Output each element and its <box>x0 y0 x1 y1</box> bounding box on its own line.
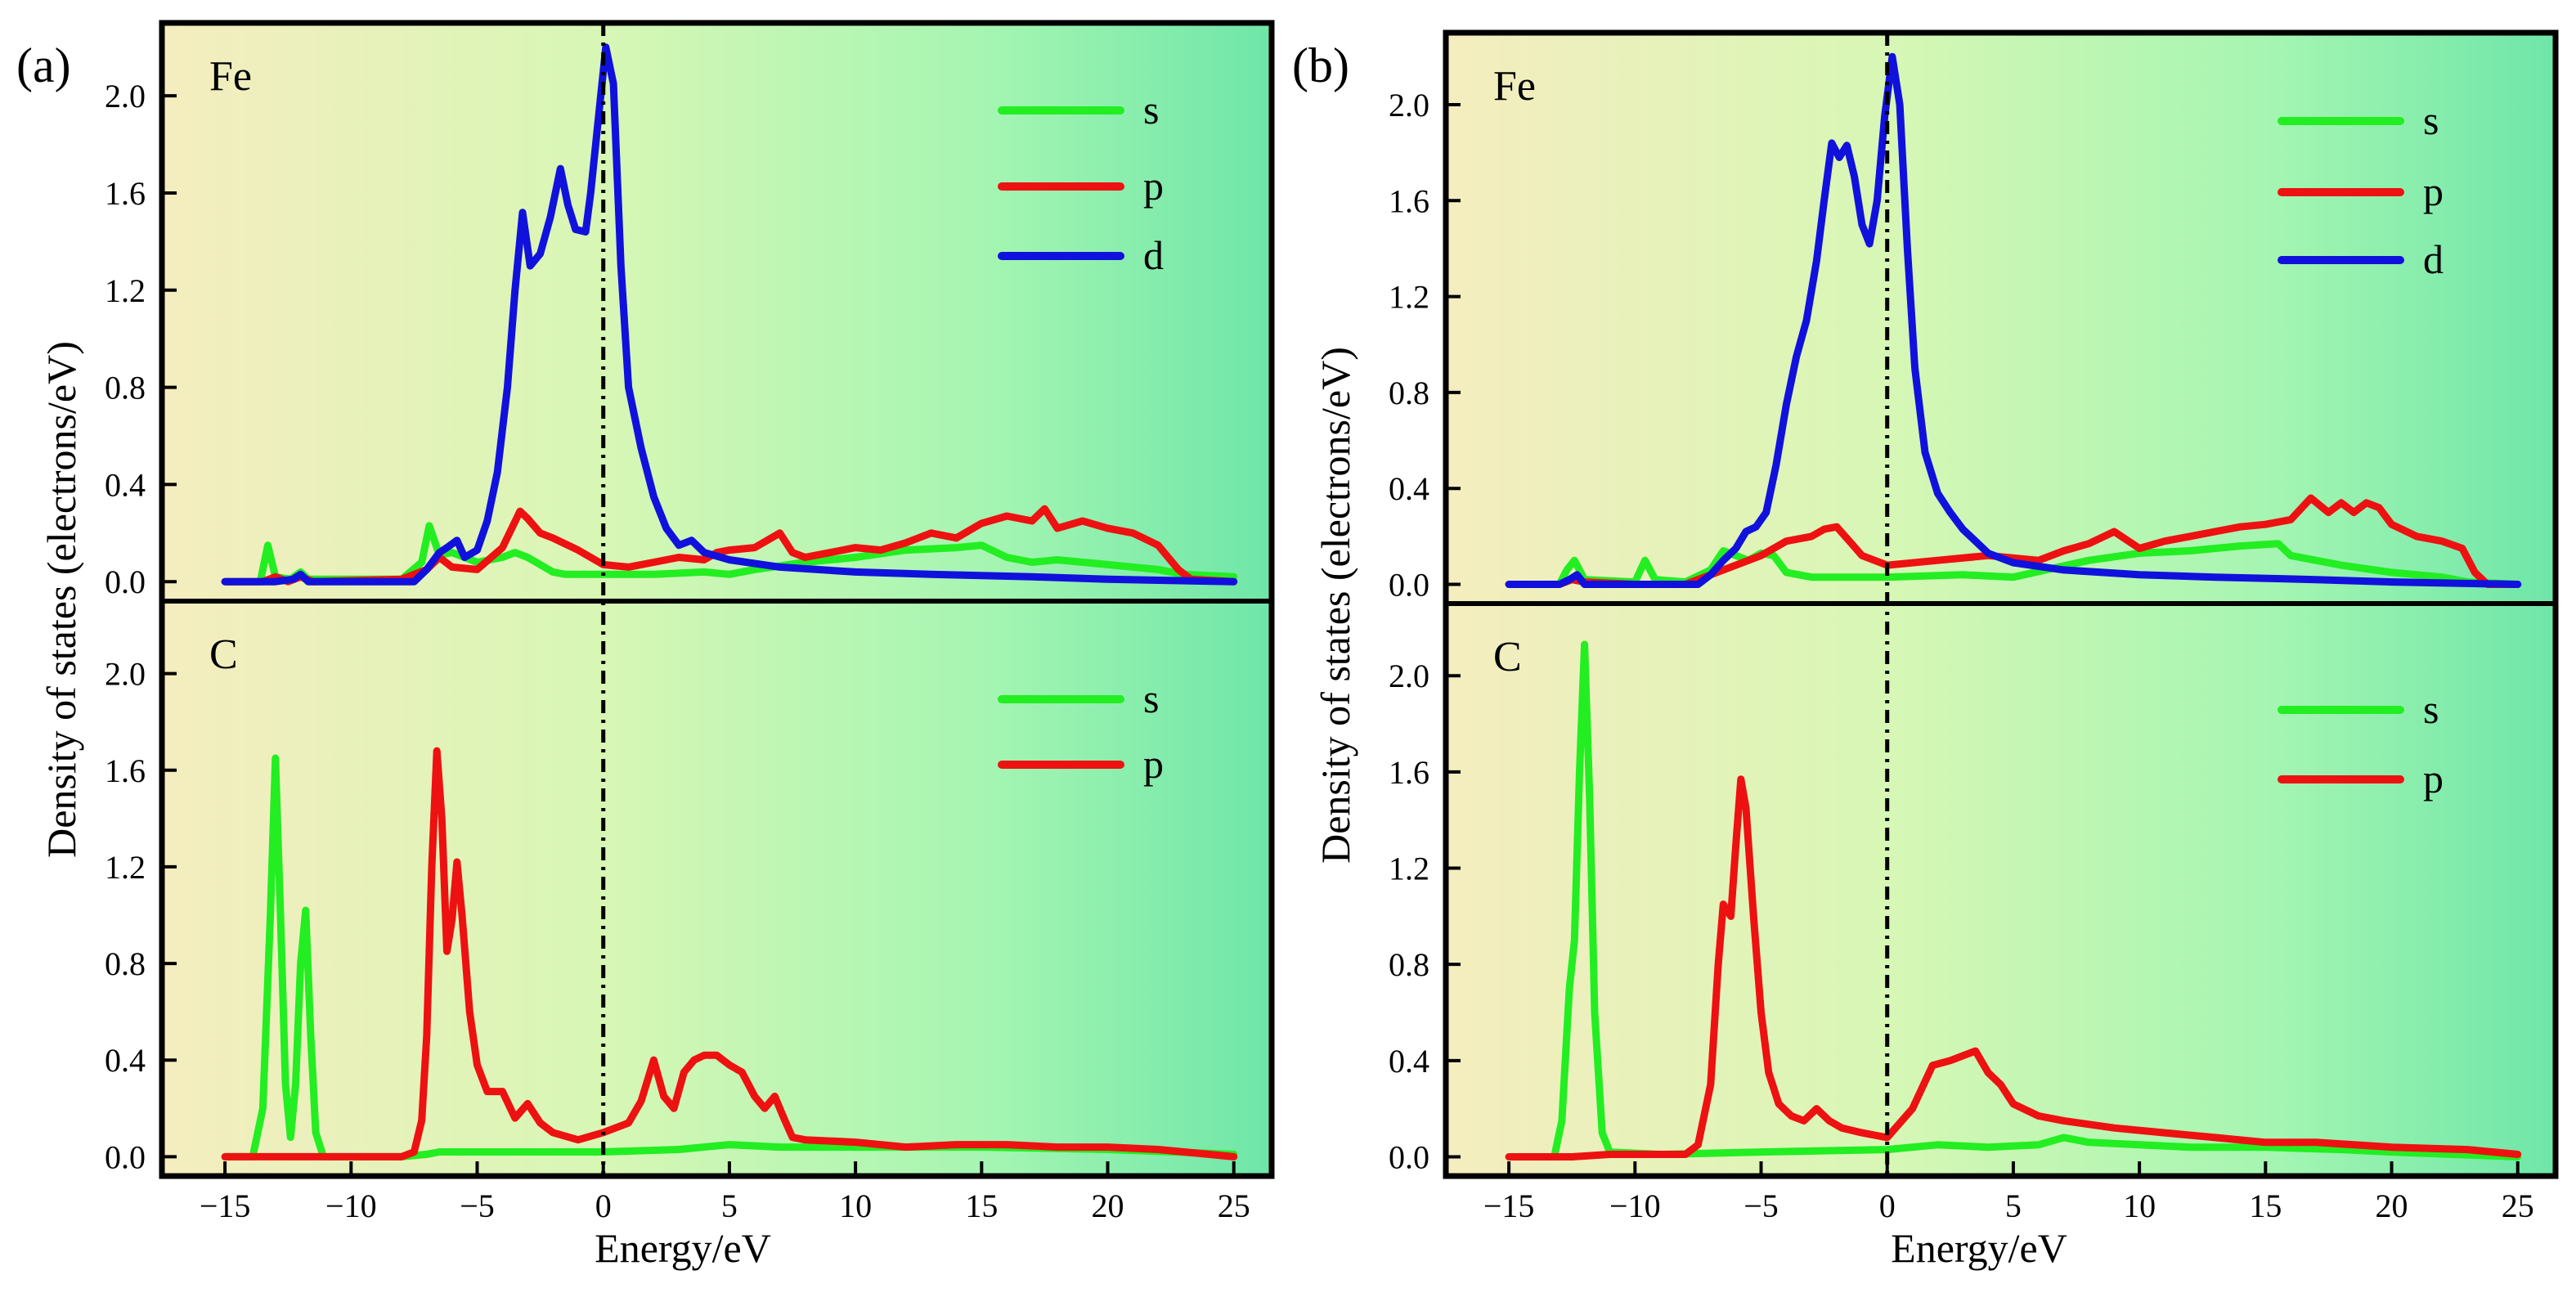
panel-a-c-y-tick-label: 0.4 <box>105 1042 146 1079</box>
panel-a-x-tick-label: −15 <box>200 1187 251 1224</box>
panel-b-fe-legend-d-label: d <box>2423 236 2444 282</box>
panel-a-x-tick-label: 0 <box>595 1187 612 1224</box>
panel-a-c-legend-s-label: s <box>1143 676 1159 721</box>
panel-b-x-tick-label: 10 <box>2123 1187 2156 1224</box>
panel-a-c-p-orbital-curve <box>221 747 1238 1161</box>
panel-a-letter: (a) <box>16 38 71 92</box>
panel-a-fe-legend-d-label: d <box>1143 232 1164 278</box>
panel-b-c-legend-s-label: s <box>2423 686 2439 732</box>
panel-b-x-tick-label: 0 <box>1879 1187 1896 1224</box>
panel-a-frame <box>159 20 1275 1179</box>
panel-b-c-element-label: C <box>1493 634 1522 680</box>
panel-b-x-tick-label: 5 <box>2005 1187 2022 1224</box>
panel-b-x-axis-title: Energy/eV <box>1891 1225 2067 1271</box>
panel-a-c-y-tick-label: 0.0 <box>105 1138 146 1175</box>
panel-b-fe-y-tick-label: 1.2 <box>1389 279 1429 316</box>
panel-b-fe-y-tick-label: 0.4 <box>1389 470 1429 507</box>
panel-b: (b) Density of states (electrons/eV) Ene… <box>1292 29 2559 1271</box>
panel-b-c-y-tick-label: 0.8 <box>1389 946 1429 983</box>
panel-a-y-axis-title: Density of states (electrons/eV) <box>38 341 84 858</box>
panel-b-x-tick-label: 15 <box>2249 1187 2282 1224</box>
panel-a-fe-legend-p-label: p <box>1143 163 1164 209</box>
panel-b-fe-y-tick-label: 1.6 <box>1389 182 1429 219</box>
panel-b-y-axis-title: Density of states (electrons/eV) <box>1313 347 1358 864</box>
panel-a-fe-y-tick-label: 1.6 <box>105 175 146 212</box>
panel-a-x-tick-label: 25 <box>1218 1187 1250 1224</box>
panel-a-c-y-tick-label: 2.0 <box>105 656 146 693</box>
panel-a-fe-d-orbital-curve <box>221 43 1238 586</box>
panel-b-x-tick-label: −5 <box>1744 1187 1779 1224</box>
panel-a-fe-element-label: Fe <box>209 53 252 100</box>
panel-b-frame <box>1443 29 2559 1179</box>
panel-b-x-tick-label: 25 <box>2502 1187 2534 1224</box>
panel-b-c-y-tick-label: 0.4 <box>1389 1043 1429 1080</box>
panel-b-x-tick-label: 20 <box>2376 1187 2408 1224</box>
panel-a-c-y-tick-label: 0.8 <box>105 945 146 982</box>
panel-b-c-y-tick-label: 1.2 <box>1389 851 1429 887</box>
panel-a-fe-y-tick-label: 1.2 <box>105 272 146 309</box>
panel-b-fe-y-tick-label: 0.0 <box>1389 567 1429 604</box>
panel-a-fe-legend-s-label: s <box>1143 87 1159 132</box>
panel-a-x-tick-label: 5 <box>721 1187 738 1224</box>
panel-b-fe-p-orbital-curve <box>1505 494 2522 588</box>
panel-b-fe-d-orbital-curve <box>1505 52 2522 588</box>
panel-b-fe-element-label: Fe <box>1493 63 1536 110</box>
panel-b-fe-legend-p-label: p <box>2423 168 2444 214</box>
panel-a-c-element-label: C <box>209 631 238 678</box>
panel-a-c-legend-p-label: p <box>1143 741 1164 787</box>
panel-b-c-y-tick-label: 2.0 <box>1389 658 1429 694</box>
panel-a-plot-body: 0.00.40.81.21.62.0 Fespd0.00.40.81.21.62.… <box>105 20 1275 1224</box>
panel-b-c-p-orbital-curve <box>1505 775 2522 1161</box>
panel-b-plot-body: 0.00.40.81.21.62.0 Fespd0.00.40.81.21.62.… <box>1389 29 2559 1224</box>
panel-a-c-y-tick-label: 1.6 <box>105 752 146 789</box>
panel-a-c-y-tick-label: 1.2 <box>105 849 146 886</box>
panel-a-fe-y-tick-label: 0.4 <box>105 466 146 503</box>
panel-b-c-legend-p-label: p <box>2423 756 2444 801</box>
panel-a-x-tick-label: −10 <box>325 1187 377 1224</box>
panel-b-c-s-orbital-curve <box>1505 640 2522 1161</box>
panel-b-x-tick-label: −10 <box>1609 1187 1661 1224</box>
panel-b-fe-legend-s-label: s <box>2423 97 2439 143</box>
panel-a-fe-y-tick-label: 0.0 <box>105 563 146 600</box>
panel-b-x-tick-label: −15 <box>1483 1187 1535 1224</box>
panel-a-fe-y-tick-label: 0.8 <box>105 370 146 406</box>
panel-a-x-tick-label: 15 <box>965 1187 998 1224</box>
panel-a-fe-y-tick-label: 2.0 <box>105 78 146 114</box>
panel-a: (a) Density of states (electrons/eV) Ene… <box>16 20 1275 1271</box>
panel-b-fe-y-tick-label: 0.8 <box>1389 375 1429 411</box>
panel-b-fe-y-tick-label: 2.0 <box>1389 87 1429 123</box>
panel-a-x-tick-label: 20 <box>1092 1187 1124 1224</box>
panel-a-x-tick-label: −5 <box>460 1187 495 1224</box>
panel-b-c-y-tick-label: 0.0 <box>1389 1138 1429 1175</box>
panel-a-x-axis-title: Energy/eV <box>595 1225 771 1271</box>
panel-b-c-y-tick-label: 1.6 <box>1389 754 1429 791</box>
panel-b-letter: (b) <box>1292 38 1349 92</box>
panel-a-x-tick-label: 10 <box>839 1187 872 1224</box>
